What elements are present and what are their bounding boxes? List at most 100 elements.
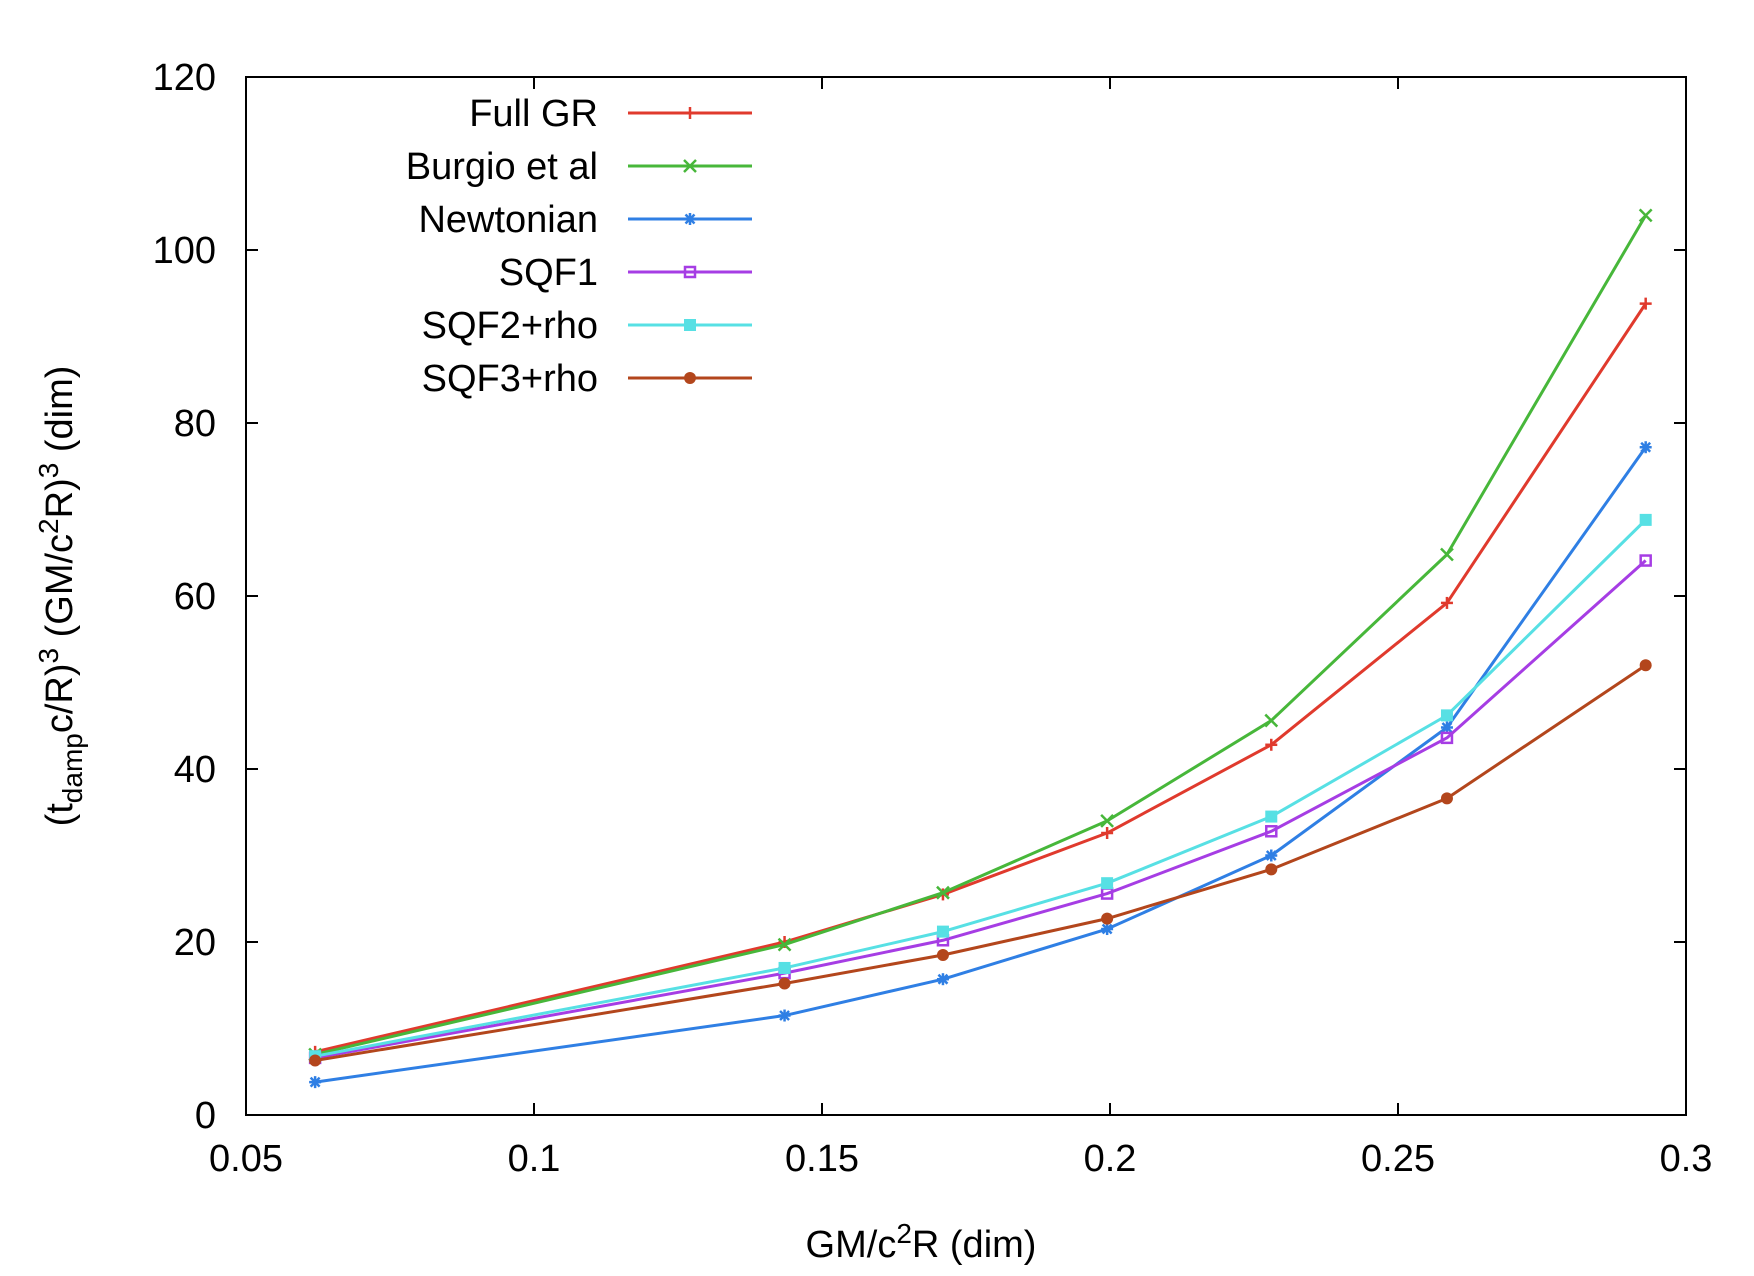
marker-circle: [1440, 792, 1453, 805]
data-point: [1265, 863, 1278, 876]
data-point: [684, 372, 696, 384]
data-point: [1265, 849, 1278, 862]
marker-stroke: [309, 1076, 321, 1088]
marker-square: [1440, 709, 1453, 722]
legend-entry: SQF1: [499, 252, 752, 294]
data-point: [936, 948, 949, 961]
marker-circle: [1101, 912, 1114, 925]
legend-entry: Full GR: [469, 93, 752, 135]
series-sqf2-rho: [309, 513, 1652, 1063]
series-layer: [308, 208, 1653, 1089]
data-point: [1440, 731, 1454, 745]
data-point: [1440, 792, 1453, 805]
marker-circle: [778, 977, 791, 990]
legend-entry: Burgio et al: [406, 146, 752, 188]
data-point: [1265, 738, 1278, 751]
legend-label: SQF1: [499, 252, 598, 294]
marker-stroke: [1100, 814, 1115, 828]
x-axis-title-part: R (dim): [912, 1224, 1037, 1266]
y-axis-title-part: c/R): [39, 664, 81, 734]
data-point: [309, 1076, 322, 1089]
legend-label: Burgio et al: [406, 146, 598, 188]
x-tick-label: 0.1: [508, 1138, 561, 1180]
marker-stroke: [937, 973, 949, 985]
data-point: [777, 937, 792, 952]
data-point: [1265, 825, 1278, 838]
marker-circle: [309, 1054, 322, 1067]
marker-stroke: [1440, 547, 1454, 562]
legend-entry: Newtonian: [418, 199, 752, 241]
data-point: [1264, 713, 1279, 728]
x-tick-label: 0.15: [785, 1138, 859, 1180]
data-point: [936, 925, 949, 938]
axis-ticks: [245, 76, 1687, 1116]
data-point: [1440, 547, 1454, 562]
data-point: [684, 319, 696, 331]
y-axis-title-sub: damp: [57, 733, 88, 803]
data-point: [684, 213, 696, 225]
y-axis-title-part: (dim): [39, 366, 81, 463]
data-point: [1638, 208, 1653, 223]
y-tick-label: 120: [153, 57, 216, 99]
legend-entry: SQF3+rho: [422, 358, 752, 400]
marker-stroke: [1441, 722, 1453, 733]
y-axis-title-part: (GM/c: [39, 534, 81, 648]
y-axis-title-sup: 3: [33, 648, 64, 664]
y-axis-title: (tdampc/R)3 (GM/c2R)3 (dim): [33, 366, 88, 827]
data-point: [1101, 827, 1114, 840]
series-sqf3-rho: [309, 659, 1652, 1067]
y-tick-label: 80: [174, 403, 216, 445]
marker-stroke: [1265, 850, 1277, 861]
x-tick-label: 0.05: [209, 1138, 283, 1180]
data-point: [778, 961, 791, 974]
y-tick-label: 20: [174, 922, 216, 964]
data-point: [1101, 923, 1114, 936]
data-point: [936, 973, 949, 986]
y-axis-title-sup: 3: [33, 463, 64, 479]
data-point: [683, 265, 697, 279]
marker-circle: [684, 372, 696, 384]
data-point: [1440, 721, 1453, 734]
data-point: [1639, 659, 1652, 672]
data-point: [683, 159, 697, 173]
series-line: [314, 559, 1647, 1060]
marker-square: [778, 961, 791, 974]
x-axis-title-sup: 2: [896, 1218, 912, 1249]
marker-circle: [1639, 659, 1652, 672]
legend-label: SQF3+rho: [422, 358, 598, 400]
x-axis-title: GM/c2R (dim): [806, 1218, 1037, 1266]
data-point: [309, 1054, 322, 1067]
marker-circle: [1265, 863, 1278, 876]
data-point: [1100, 814, 1115, 828]
series-full-gr: [309, 297, 1652, 1058]
marker-stroke: [1640, 441, 1652, 453]
marker-square: [1265, 810, 1278, 823]
y-tick-label: 60: [174, 576, 216, 618]
marker-stroke: [779, 1010, 790, 1021]
legend-label: Full GR: [469, 93, 598, 135]
y-axis-title-part: (t: [39, 803, 81, 827]
x-tick-label: 0.25: [1361, 1138, 1435, 1180]
data-point: [1639, 554, 1652, 567]
marker-stroke: [777, 937, 792, 952]
marker-stroke: [1264, 713, 1279, 728]
legend: Full GR Burgio et al Newtonian SQF1 SQF2+rho…: [406, 93, 752, 400]
marker-stroke: [936, 885, 950, 900]
data-point: [1440, 596, 1453, 609]
x-tick-label: 0.2: [1084, 1138, 1137, 1180]
marker-square: [683, 265, 697, 279]
y-tick-label: 0: [195, 1095, 216, 1137]
marker-square: [1639, 513, 1652, 526]
series-line: [314, 446, 1647, 1084]
legend-label: SQF2+rho: [422, 305, 598, 347]
data-point: [778, 977, 791, 990]
data-point: [684, 107, 696, 119]
series-newtonian: [309, 441, 1652, 1089]
marker-square: [684, 319, 696, 331]
data-point: [1101, 877, 1114, 890]
data-point: [1639, 441, 1652, 454]
marker-stroke: [1638, 208, 1653, 223]
marker-square: [1265, 825, 1278, 838]
x-axis-title-part: GM/c: [806, 1224, 897, 1266]
